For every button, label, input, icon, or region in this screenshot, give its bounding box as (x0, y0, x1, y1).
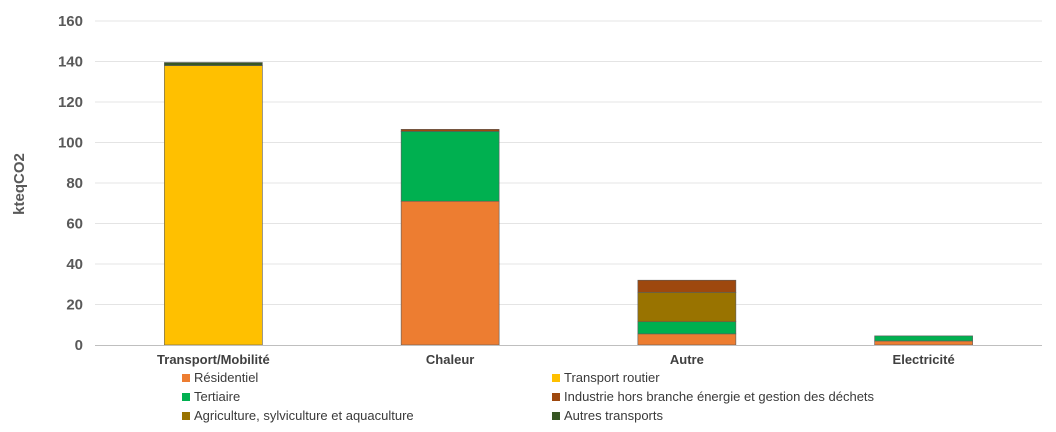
legend-label: Résidentiel (194, 370, 259, 385)
legend-swatch (182, 373, 190, 382)
bar-segment (164, 62, 263, 66)
bar-segment (637, 333, 737, 346)
legend-label: Tertiaire (194, 389, 241, 404)
x-tick-label: Autre (670, 352, 704, 367)
y-tick-label: 120 (58, 94, 83, 111)
y-axis-ticks: 0 20 40 60 80 100 120 140 160 (58, 13, 83, 354)
y-tick-label: 100 (58, 135, 83, 152)
legend-item: Autres transports (552, 406, 663, 425)
y-axis-label: kteqCO2 (11, 153, 28, 215)
legend: Résidentiel Tertiaire Agriculture, sylvicu… (182, 368, 1042, 426)
legend-item: Transport routier (552, 368, 660, 387)
legend-label: Agriculture, sylviculture et aquaculture (194, 408, 414, 423)
bar-segment (164, 65, 263, 346)
legend-label: Autres transports (564, 408, 663, 423)
y-tick-label: 160 (58, 13, 83, 30)
legend-swatch (552, 411, 560, 420)
bar-segment (400, 129, 500, 132)
legend-label: Industrie hors branche énergie et gestio… (564, 389, 875, 404)
legend-item: Agriculture, sylviculture et aquaculture (182, 406, 414, 425)
bar-segment (874, 340, 973, 346)
y-tick-label: 140 (58, 54, 83, 71)
x-tick-label: Chaleur (426, 352, 474, 367)
legend-item: Résidentiel (182, 368, 258, 387)
bar-segment (637, 321, 737, 335)
legend-label: Transport routier (564, 370, 660, 385)
bar-segment (637, 292, 737, 323)
bar-segment (400, 200, 500, 346)
y-tick-label: 80 (66, 175, 83, 192)
legend-swatch (182, 411, 190, 420)
bar-segment (400, 131, 500, 202)
y-tick-label: 0 (75, 337, 83, 354)
x-tick-label: Transport/Mobilité (157, 352, 270, 367)
legend-swatch (182, 392, 190, 401)
y-tick-label: 20 (66, 297, 83, 314)
legend-item: Industrie hors branche énergie et gestio… (552, 387, 874, 406)
y-tick-label: 60 (66, 216, 83, 233)
bar-segment (637, 279, 737, 293)
x-axis-ticks: Transport/Mobilité Chaleur Autre Electricit… (157, 352, 955, 367)
legend-swatch (552, 392, 560, 401)
bar-segment (874, 335, 973, 342)
legend-swatch (552, 373, 560, 382)
legend-item: Tertiaire (182, 387, 240, 406)
x-tick-label: Electricité (893, 352, 955, 367)
bars (164, 62, 973, 346)
y-tick-label: 40 (66, 256, 83, 273)
